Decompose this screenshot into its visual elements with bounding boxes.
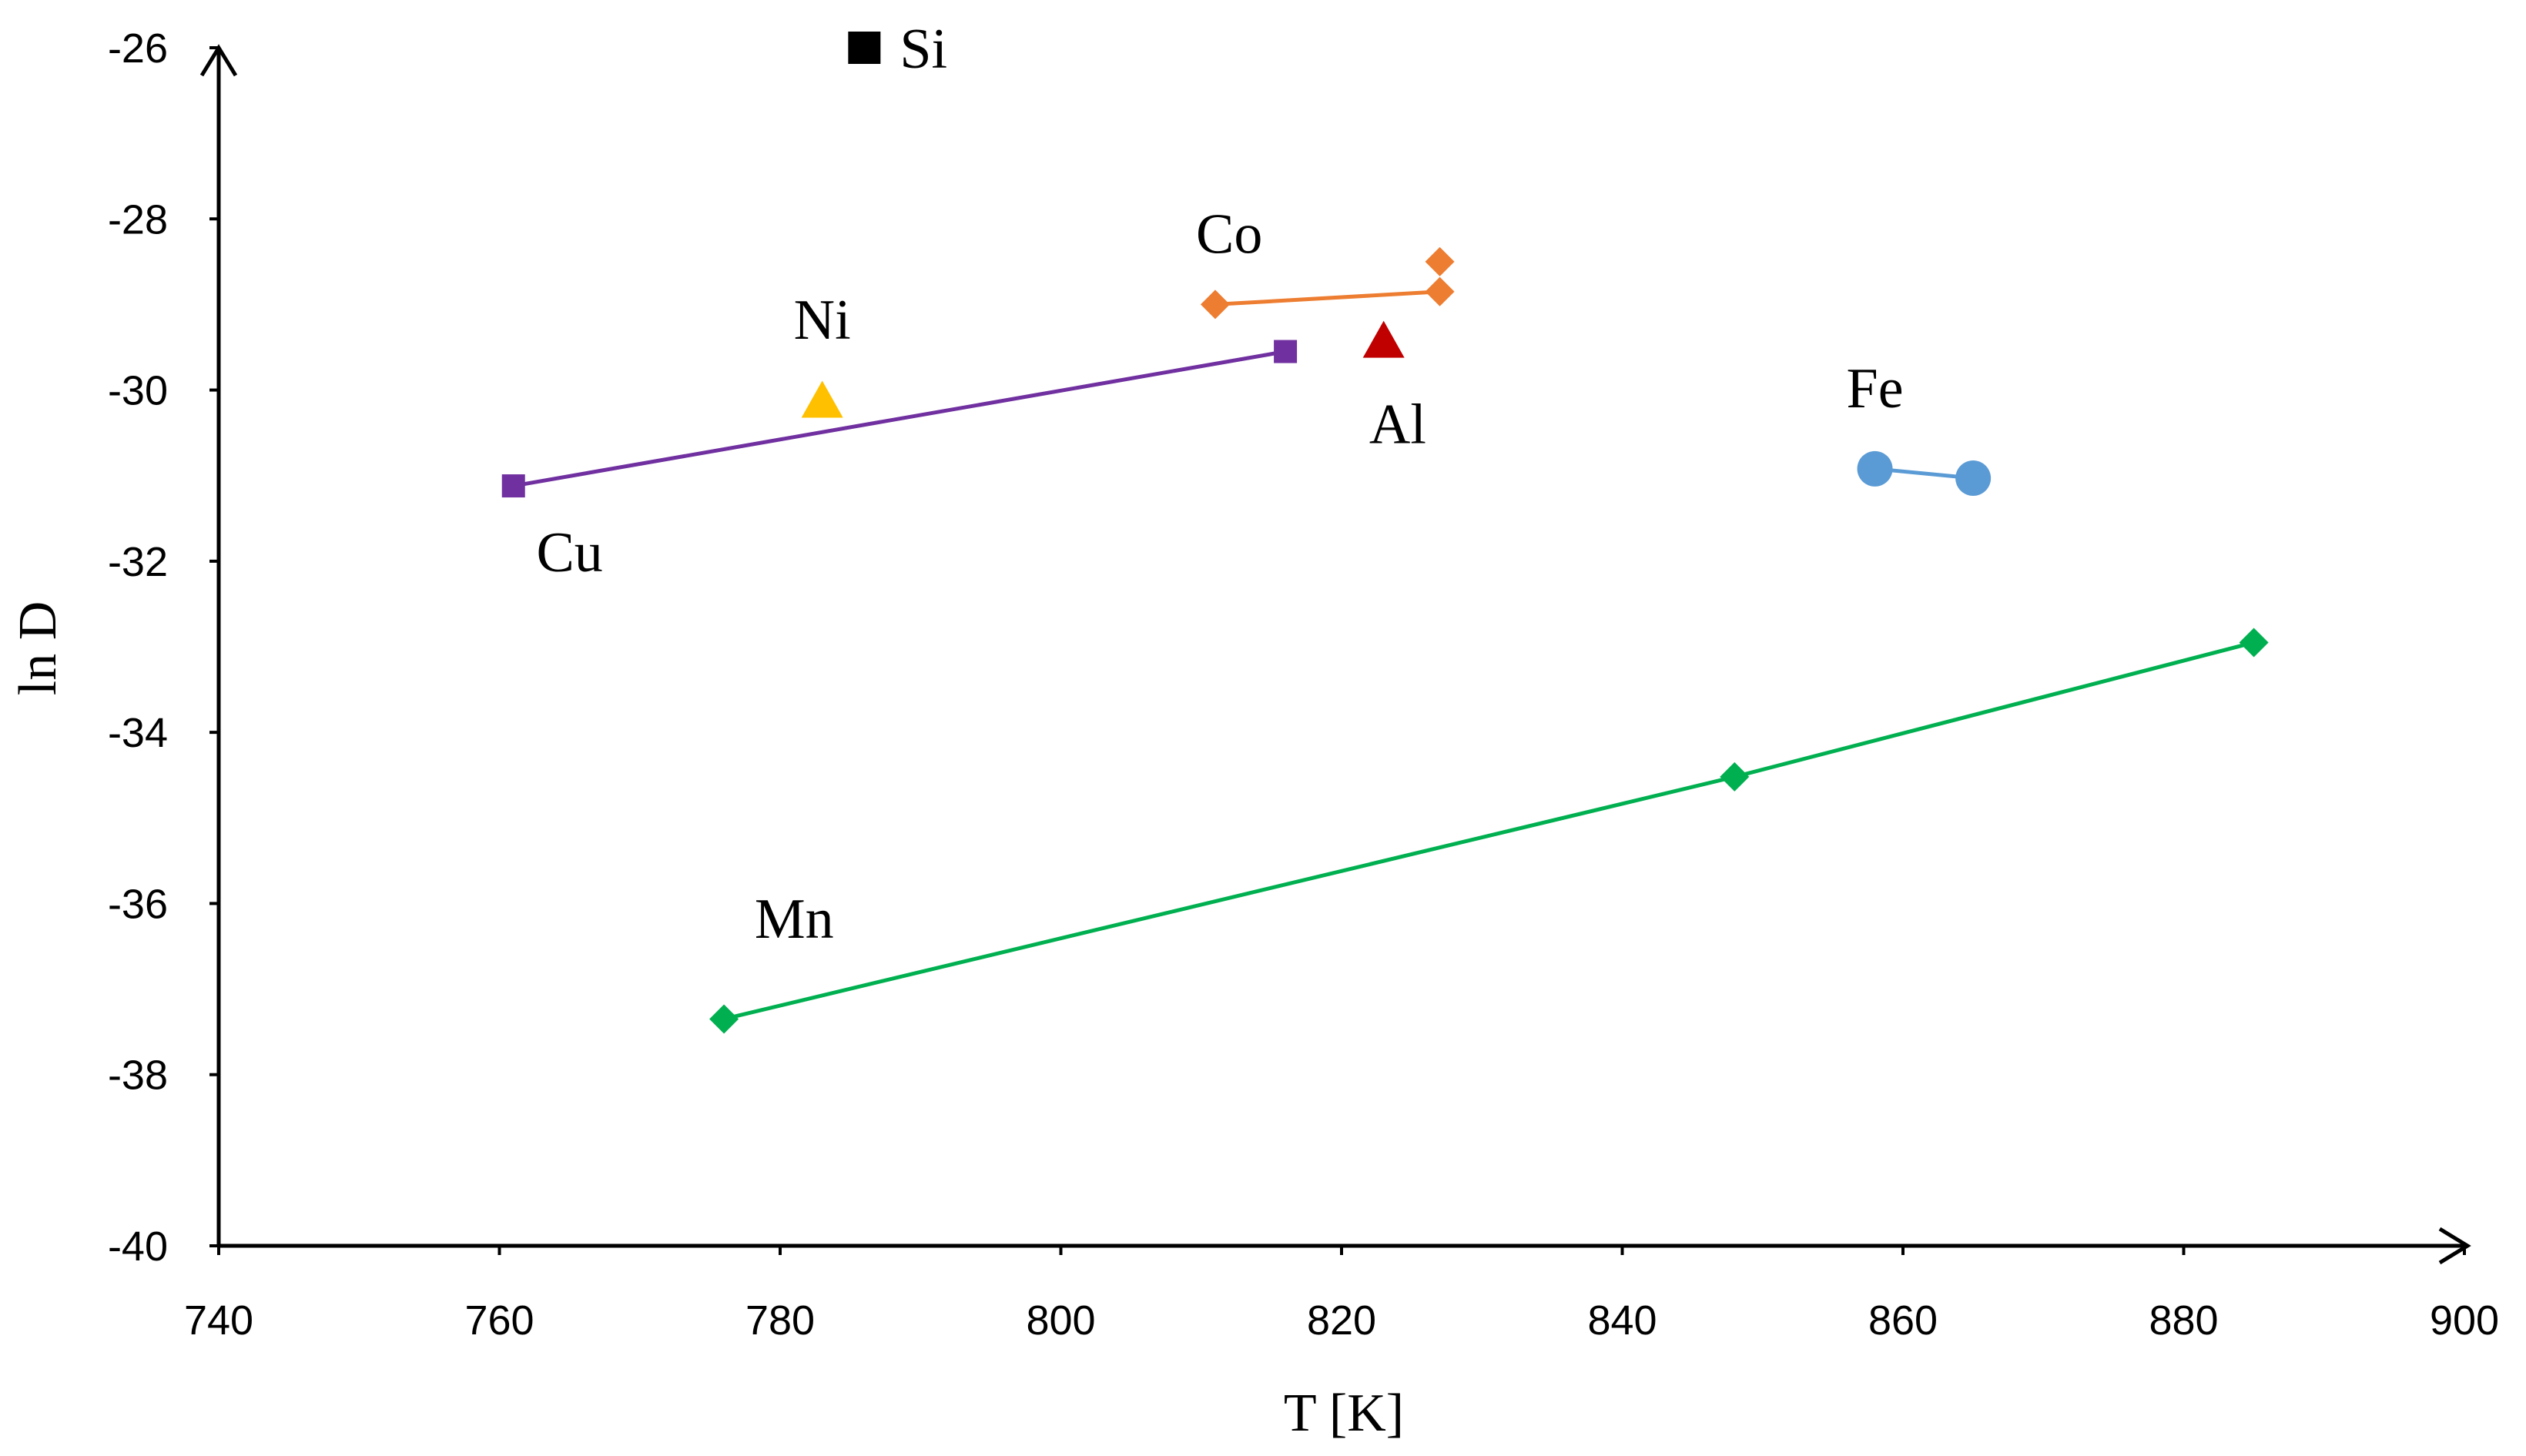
y-tick-label: -38	[108, 1053, 168, 1099]
si-series-label: Si	[900, 18, 947, 81]
cu-data-point	[1274, 340, 1298, 363]
cu-data-point	[501, 474, 525, 498]
x-tick-label: 760	[464, 1297, 534, 1344]
fe-series-label: Fe	[1847, 357, 1904, 420]
x-tick-label: 780	[745, 1297, 815, 1344]
mn-data-point	[709, 1004, 739, 1034]
ni-data-point	[801, 380, 843, 418]
x-axis-title: T [K]	[1284, 1384, 1404, 1443]
fe-data-point	[1857, 450, 1893, 487]
mn-data-point	[2239, 628, 2269, 658]
plot-area: 740 760 780 800 820 840 860 880 900 -40 -38 -36 -34…	[108, 18, 2499, 1344]
mn-series-line	[723, 641, 2255, 1021]
fe-data-point	[1955, 460, 1992, 497]
y-ticks: -40 -38 -36 -34 -32 -30 -28 -26	[108, 25, 219, 1270]
co-data-point	[1425, 276, 1455, 306]
y-tick-label: -26	[108, 25, 168, 72]
cu-series-line	[513, 350, 1286, 488]
x-tick-label: 820	[1307, 1297, 1376, 1344]
co-series-line	[1214, 290, 1440, 306]
mn-series-label: Mn	[755, 888, 834, 951]
x-ticks: 740 760 780 800 820 840 860 880 900	[184, 1246, 2499, 1344]
cu-series-label: Cu	[536, 521, 602, 584]
x-tick-label: 800	[1026, 1297, 1095, 1344]
al-series-label: Al	[1369, 393, 1426, 456]
y-tick-label: -36	[108, 881, 168, 927]
y-tick-label: -34	[108, 710, 168, 756]
si-data-point	[848, 32, 881, 64]
series-ni	[801, 380, 843, 418]
x-axis-arrowhead	[2438, 1227, 2471, 1265]
x-tick-label: 900	[2430, 1297, 2499, 1344]
series-mn	[709, 628, 2269, 1034]
x-tick-label: 740	[184, 1297, 253, 1344]
ni-series-label: Ni	[794, 289, 851, 352]
y-axis-title: ln D	[8, 601, 68, 696]
series-co	[1200, 246, 1455, 320]
series-al	[1362, 320, 1405, 358]
x-tick-label: 860	[1868, 1297, 1938, 1344]
y-tick-label: -28	[108, 196, 168, 243]
co-data-point	[1200, 290, 1230, 320]
co-data-point	[1425, 246, 1455, 276]
co-series-label: Co	[1196, 203, 1262, 266]
y-tick-label: -30	[108, 368, 168, 414]
y-tick-label: -32	[108, 539, 168, 585]
series-fe	[1857, 450, 1992, 497]
series-labels: Si Co Ni Al Cu Fe Mn	[536, 18, 1903, 951]
series-si	[848, 32, 881, 64]
series-cu	[501, 340, 1298, 498]
x-tick-label: 840	[1587, 1297, 1657, 1344]
series-layer	[501, 32, 2269, 1034]
mn-data-point	[1720, 761, 1750, 792]
y-tick-label: -40	[108, 1223, 168, 1270]
x-tick-label: 880	[2149, 1297, 2218, 1344]
al-data-point	[1362, 320, 1405, 358]
